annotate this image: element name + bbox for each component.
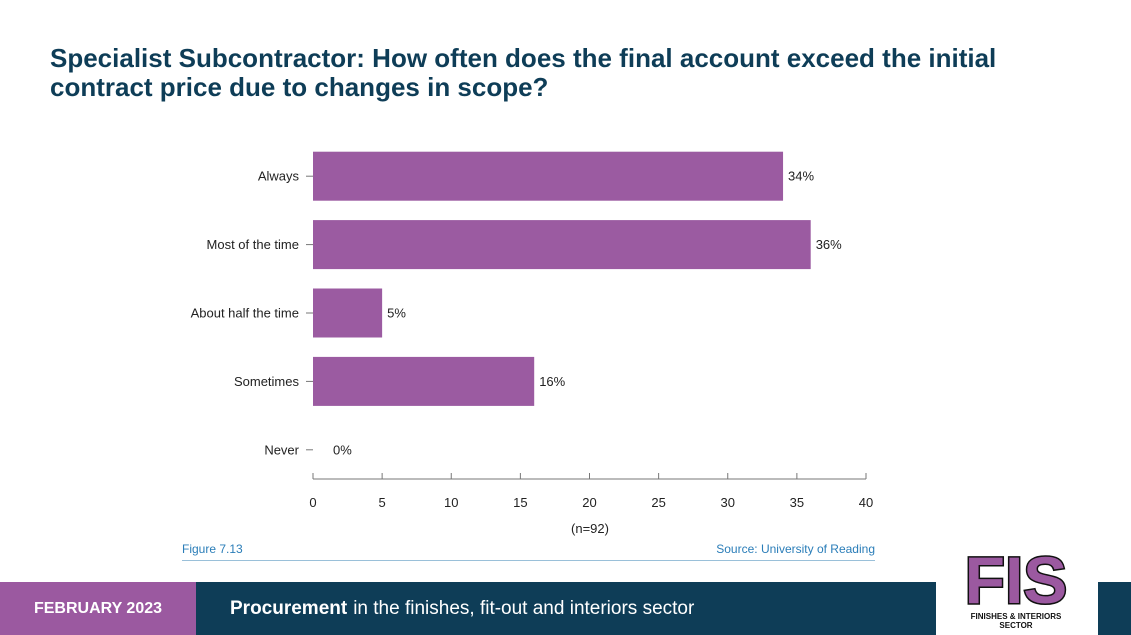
bar [313,220,811,270]
fis-logo-text: FINISHES & INTERIORS SECTOR [970,612,1062,630]
x-tick-label: 5 [379,495,386,510]
bar [313,288,383,338]
bars-group: Always 34% Most of the time 36% About half t… [191,151,842,457]
bar [313,151,784,201]
bar-chart: Always 34% Most of the time 36% About half t… [191,151,873,536]
chart-title: Specialist Subcontractor: How often does… [50,43,997,102]
source-label: Source: University of Reading [716,542,875,556]
x-tick-label: 25 [651,495,665,510]
x-tick-label: 20 [582,495,596,510]
x-tick-label: 15 [513,495,527,510]
footer-date: FEBRUARY 2023 [0,582,196,635]
footer-title-rest: in the finishes, fit-out and interiors s… [353,597,695,619]
category-label: Sometimes [234,374,300,389]
data-label: 34% [788,169,814,184]
fis-logo-icon: FIS [963,547,1069,609]
caption-divider [182,560,875,561]
x-axis-label: (n=92) [571,521,609,536]
bar [313,356,535,406]
figure-label: Figure 7.13 [182,542,243,556]
x-axis: 0 5 10 15 20 25 30 35 40 [309,473,873,510]
category-label: Never [264,442,299,457]
category-label: Always [258,169,300,184]
data-label: 16% [539,374,565,389]
category-label: Most of the time [207,237,299,252]
footer-end-bar [1098,582,1131,635]
footer-report-title: Procurement in the finishes, fit-out and… [196,582,936,635]
fis-logo: FIS FINISHES & INTERIORS SECTOR [955,545,1077,630]
data-label: 5% [387,306,406,321]
x-tick-label: 10 [444,495,458,510]
footer-title-bold: Procurement [230,597,348,619]
footer-date-text: FEBRUARY 2023 [33,599,163,617]
category-label: About half the time [191,306,299,321]
x-tick-label: 35 [790,495,804,510]
fis-logo-mark: FIS [965,547,1068,609]
data-label: 36% [816,237,842,252]
x-tick-label: 0 [309,495,316,510]
x-tick-label: 40 [859,495,873,510]
x-tick-label: 30 [721,495,735,510]
data-label: 0% [333,442,352,457]
